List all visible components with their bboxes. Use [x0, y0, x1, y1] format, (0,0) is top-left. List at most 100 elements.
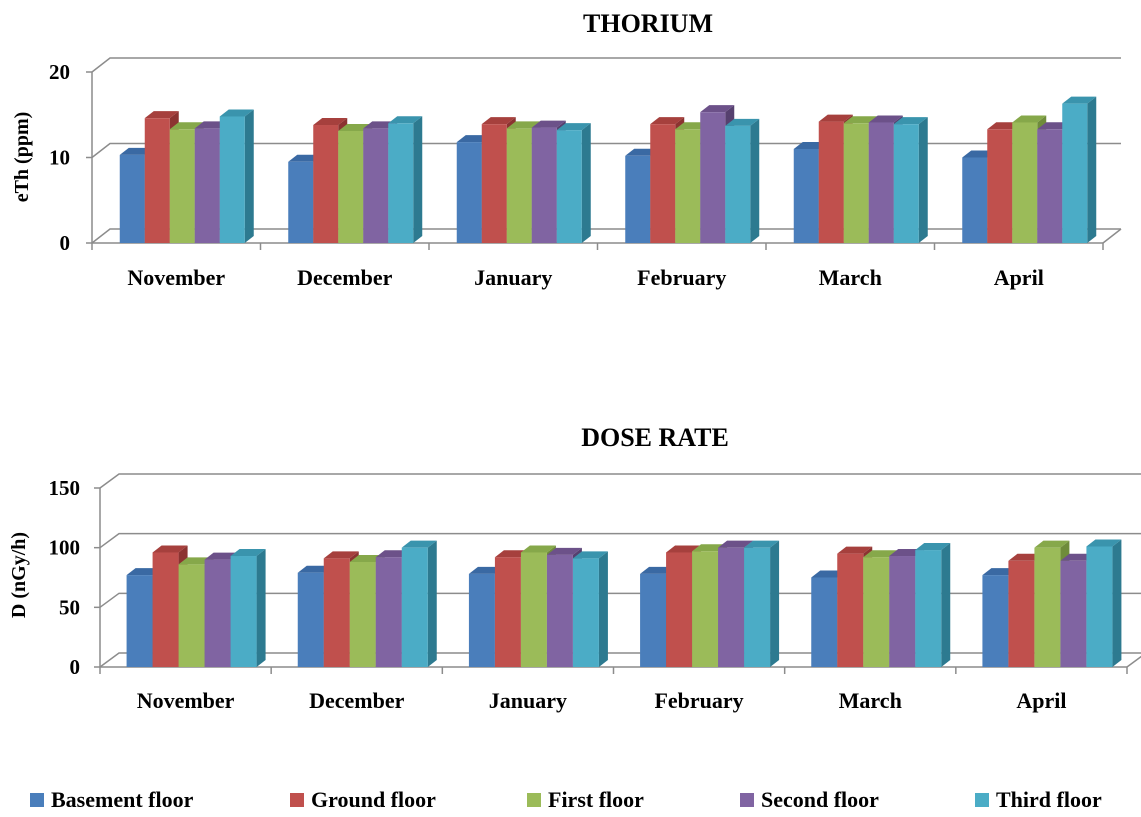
- bar-top: [1012, 115, 1047, 123]
- bar-side: [413, 116, 423, 243]
- x-tick-label: April: [1016, 688, 1066, 713]
- bar-side: [1112, 539, 1122, 667]
- bar-front: [468, 573, 495, 667]
- bar-front: [837, 553, 864, 667]
- gridline: [91, 142, 1121, 159]
- gridline: [99, 592, 1141, 608]
- bar-front: [178, 564, 205, 667]
- bar-front: [375, 557, 402, 667]
- bar-top: [744, 540, 780, 548]
- bar-front: [230, 556, 257, 667]
- bar-first-floor-january: [506, 121, 541, 243]
- bar-top: [718, 540, 754, 548]
- bar-front: [388, 123, 414, 243]
- thorium-chart: THORIUM eTh (ppm) 0 10 20 November December J…: [11, 9, 1122, 290]
- bar-front: [718, 547, 745, 667]
- legend-swatch: [975, 793, 989, 807]
- bar-third-floor-december: [401, 540, 437, 667]
- bar-side: [427, 540, 437, 667]
- x-tick-label: December: [297, 265, 393, 290]
- bar-top: [837, 546, 873, 554]
- bar-top: [818, 114, 853, 122]
- x-tick-label: January: [474, 265, 552, 290]
- legend-item-ground-floor: Ground floor: [290, 785, 436, 815]
- dose-rate-chart: DOSE RATE D (nGy/h) 0 50 100 150 November Dec…: [8, 423, 1141, 713]
- x-tick-label: March: [839, 688, 902, 713]
- bar-front: [119, 154, 145, 243]
- x-tick-label: February: [637, 265, 726, 290]
- bar-front: [863, 557, 890, 667]
- chart-title: DOSE RATE: [581, 423, 729, 452]
- x-tick-label: February: [654, 688, 743, 713]
- bar-front: [650, 124, 676, 243]
- bar-third-floor-december: [388, 116, 423, 243]
- legend-item-first-floor: First floor: [527, 785, 644, 815]
- bar-top: [531, 120, 566, 128]
- gridline: [91, 228, 1121, 244]
- bar-front: [288, 161, 314, 243]
- bar-top: [152, 545, 188, 553]
- bar-top: [725, 118, 760, 126]
- bar-front: [520, 552, 547, 667]
- bar-top: [313, 118, 348, 126]
- bar-front: [868, 122, 894, 243]
- gridline: [99, 473, 1141, 489]
- bar-third-floor-march: [893, 117, 928, 243]
- bar-front: [640, 573, 667, 667]
- bar-front: [219, 116, 245, 243]
- bar-front: [675, 129, 701, 243]
- bar-third-floor-january: [572, 551, 608, 667]
- bar-third-floor-february: [744, 540, 780, 667]
- bar-front: [126, 575, 153, 667]
- bar-front: [1086, 546, 1113, 667]
- legend-item-third-floor: Third floor: [975, 785, 1102, 815]
- bar-top: [230, 549, 266, 557]
- y-axis-title: eTh (ppm): [11, 112, 33, 203]
- bar-front: [546, 554, 573, 667]
- bar-side: [1087, 96, 1097, 243]
- bar-top: [666, 545, 702, 553]
- x-tick-label: November: [137, 688, 235, 713]
- y-axis-title: D (nGy/h): [8, 532, 30, 618]
- bar-top: [650, 117, 685, 125]
- bar-top: [169, 122, 204, 130]
- bar-third-floor-february: [725, 118, 760, 243]
- bar-front: [204, 559, 231, 667]
- legend-swatch: [740, 793, 754, 807]
- bar-front: [811, 577, 838, 667]
- bar-front: [494, 557, 521, 667]
- bar-third-floor-april: [1086, 539, 1122, 667]
- y-tick-label: 150: [49, 476, 81, 500]
- legend-swatch: [290, 793, 304, 807]
- bar-top: [700, 105, 735, 113]
- bar-front: [349, 561, 376, 667]
- bar-front: [889, 556, 916, 667]
- bar-side: [244, 109, 254, 244]
- bar-front: [401, 547, 428, 667]
- bar-top: [144, 111, 179, 119]
- legend: Basement floor Ground floor First floor …: [0, 785, 1141, 817]
- bar-front: [893, 124, 919, 243]
- y-tick-label: 0: [70, 655, 81, 679]
- bar-front: [1060, 560, 1087, 667]
- bar-front: [1034, 547, 1061, 667]
- bar-side: [598, 551, 608, 667]
- legend-label: First floor: [548, 787, 644, 812]
- bar-front: [1062, 103, 1088, 243]
- bar-third-floor-april: [1062, 96, 1097, 243]
- bar-front: [338, 130, 364, 243]
- bar-ground-floor-november: [152, 545, 188, 667]
- bar-front: [152, 552, 179, 667]
- bars: [119, 96, 1097, 244]
- x-tick-label: April: [994, 265, 1044, 290]
- bar-front: [363, 128, 389, 243]
- bar-front: [481, 124, 507, 243]
- bar-top: [401, 540, 437, 548]
- bar-front: [144, 118, 170, 243]
- bar-top: [843, 116, 878, 124]
- bar-top: [481, 117, 516, 125]
- bar-top: [323, 551, 359, 559]
- gridlines: [99, 473, 1141, 668]
- bar-top: [915, 543, 951, 551]
- bar-front: [666, 552, 693, 667]
